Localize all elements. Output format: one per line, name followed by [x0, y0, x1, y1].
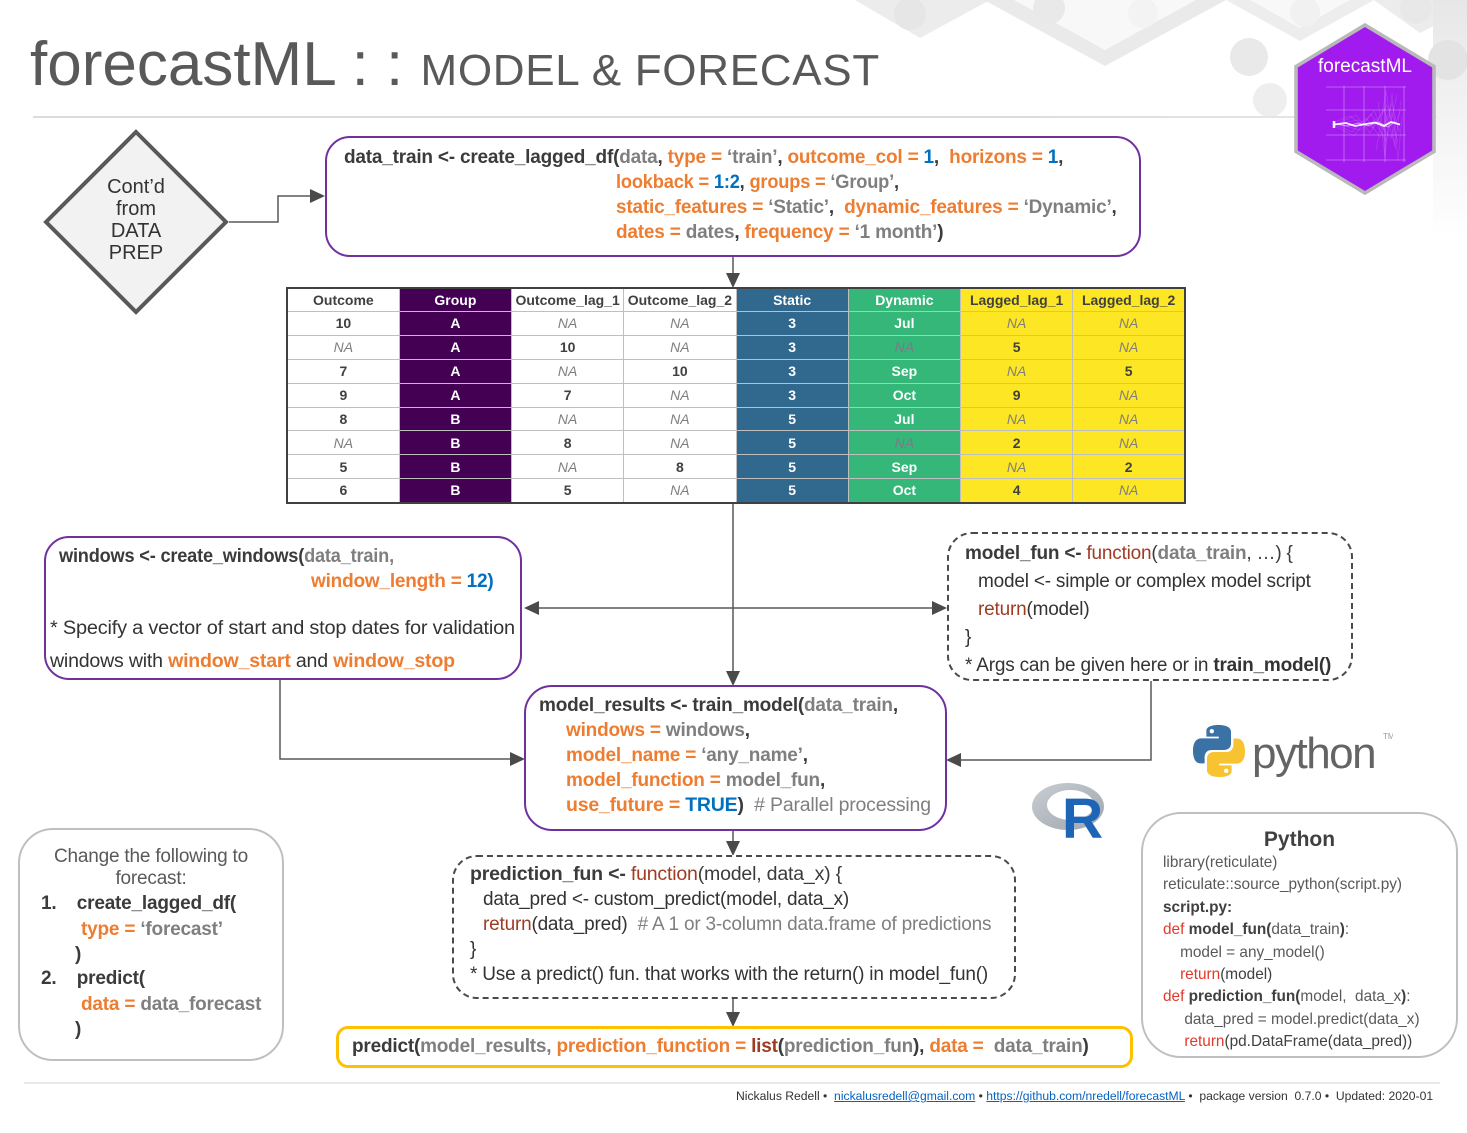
svg-text:TM: TM: [1383, 732, 1393, 741]
svg-text:python: python: [1252, 729, 1375, 778]
svg-text:forecastML: forecastML: [1318, 56, 1412, 77]
svg-text:R: R: [1062, 787, 1103, 840]
